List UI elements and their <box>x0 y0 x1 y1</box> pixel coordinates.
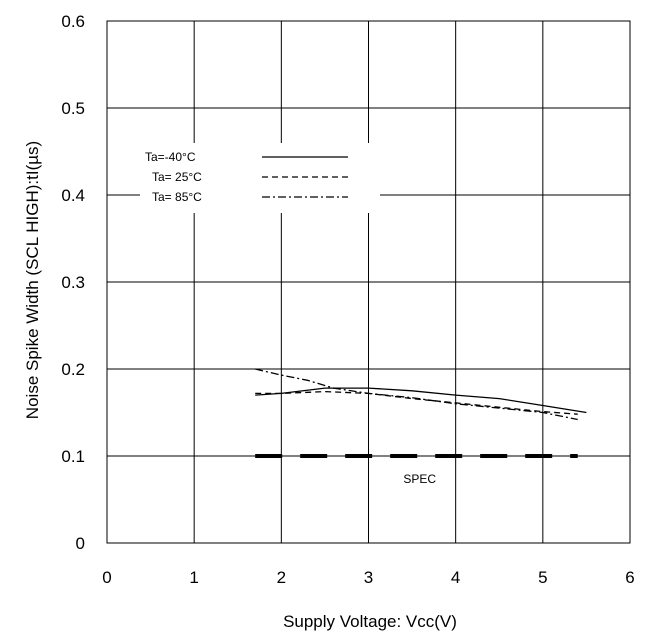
legend: Ta=-40°C Ta= 25°C Ta= 85°C <box>140 143 380 213</box>
legend-label: Ta=-40°C <box>145 150 196 164</box>
y-tick-label: 0.4 <box>61 186 85 205</box>
y-tick-label: 0.2 <box>61 360 85 379</box>
x-tick-label: 5 <box>538 568 547 587</box>
y-tick-label: 0 <box>76 534 85 553</box>
x-tick-label: 2 <box>277 568 286 587</box>
x-tick-label: 1 <box>189 568 198 587</box>
x-tick-label: 0 <box>102 568 111 587</box>
y-tick-label: 0.5 <box>61 99 85 118</box>
spec-layer: SPEC <box>255 454 578 486</box>
legend-background <box>140 143 380 213</box>
series-layer <box>255 368 587 421</box>
y-axis: 0 0.1 0.2 0.3 0.4 0.5 0.6 <box>61 12 85 553</box>
x-tick-label: 4 <box>451 568 460 587</box>
legend-label: Ta= 85°C <box>152 190 202 204</box>
y-tick-label: 0.1 <box>61 447 85 466</box>
x-axis-title: Supply Voltage: Vcc(V) <box>283 612 457 631</box>
y-axis-title: Noise Spike Width (SCL HIGH):tI(µs) <box>23 141 42 419</box>
spec-label: SPEC <box>403 472 436 486</box>
x-tick-label: 6 <box>625 568 634 587</box>
legend-label: Ta= 25°C <box>152 170 202 184</box>
x-axis: 0 1 2 3 4 5 6 <box>102 568 634 587</box>
series-line <box>255 387 587 414</box>
y-tick-label: 0.3 <box>61 273 85 292</box>
series-line <box>255 390 578 415</box>
y-tick-label: 0.6 <box>61 12 85 31</box>
x-tick-label: 3 <box>364 568 373 587</box>
